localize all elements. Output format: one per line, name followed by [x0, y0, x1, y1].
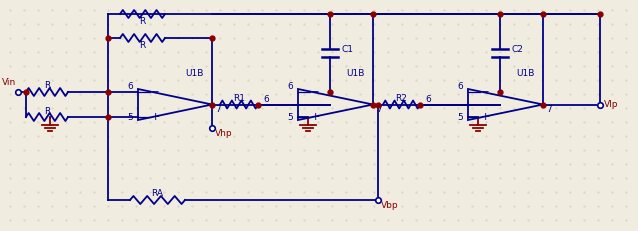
Text: R: R: [139, 16, 145, 25]
Text: C1: C1: [342, 45, 354, 54]
Text: +: +: [151, 112, 160, 122]
Text: U1B: U1B: [346, 69, 364, 78]
Text: 6: 6: [127, 82, 133, 91]
Text: R: R: [139, 40, 145, 49]
Text: RA: RA: [151, 189, 163, 198]
Text: U1B: U1B: [185, 69, 203, 78]
Text: 6: 6: [425, 94, 431, 103]
Text: 7: 7: [546, 104, 552, 113]
Text: +: +: [310, 112, 320, 122]
Text: 5: 5: [457, 113, 463, 122]
Text: −: −: [151, 86, 160, 97]
Text: R: R: [44, 82, 50, 91]
Text: R2: R2: [396, 94, 408, 103]
Text: 5: 5: [127, 113, 133, 122]
Text: 7: 7: [215, 104, 221, 113]
Text: 6: 6: [263, 94, 269, 103]
Text: Vlp: Vlp: [604, 100, 618, 109]
Text: R: R: [44, 106, 50, 116]
Text: Vin: Vin: [2, 78, 16, 87]
Text: Vhp: Vhp: [215, 129, 233, 138]
Text: +: +: [480, 112, 490, 122]
Text: 5: 5: [287, 113, 293, 122]
Text: R1: R1: [233, 94, 245, 103]
Text: 7: 7: [376, 104, 382, 113]
Text: 6: 6: [457, 82, 463, 91]
Text: C2: C2: [512, 45, 524, 54]
Text: U1B: U1B: [516, 69, 534, 78]
Text: 6: 6: [287, 82, 293, 91]
Text: Vbp: Vbp: [381, 201, 399, 210]
Text: −: −: [311, 86, 320, 97]
Text: −: −: [480, 86, 489, 97]
